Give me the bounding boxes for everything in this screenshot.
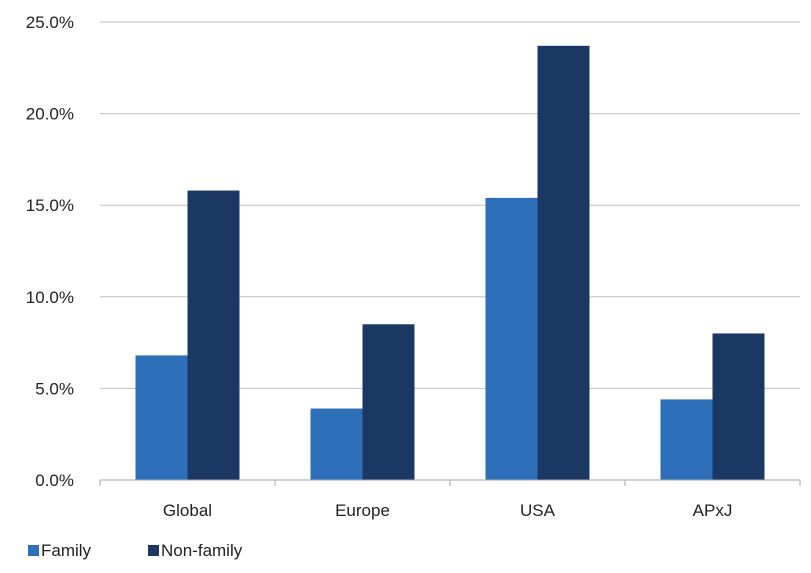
x-category-label: Europe bbox=[335, 501, 390, 520]
bar-non-family-apxj bbox=[712, 333, 765, 480]
bar-family-usa bbox=[485, 197, 538, 480]
legend-label: Family bbox=[41, 541, 92, 560]
y-tick-label: 25.0% bbox=[26, 13, 74, 32]
y-tick-label: 0.0% bbox=[35, 471, 74, 490]
x-category-labels: Global Europe USA APxJ bbox=[163, 501, 732, 520]
y-tick-label: 5.0% bbox=[35, 379, 74, 398]
bar-non-family-global bbox=[187, 190, 240, 480]
legend-swatch bbox=[148, 545, 159, 556]
x-category-label: APxJ bbox=[693, 501, 733, 520]
y-tick-label: 10.0% bbox=[26, 288, 74, 307]
x-category-label: USA bbox=[520, 501, 556, 520]
bar-family-apxj bbox=[660, 399, 713, 480]
bar-non-family-usa bbox=[537, 45, 590, 480]
y-tick-label: 15.0% bbox=[26, 196, 74, 215]
legend: Family Non-family bbox=[28, 541, 243, 560]
legend-label: Non-family bbox=[161, 541, 243, 560]
x-axis bbox=[99, 479, 801, 486]
bars bbox=[135, 45, 765, 480]
bar-family-global bbox=[135, 355, 188, 480]
y-tick-label: 20.0% bbox=[26, 105, 74, 124]
x-category-label: Global bbox=[163, 501, 212, 520]
legend-swatch bbox=[28, 545, 39, 556]
y-tick-labels: 0.0% 5.0% 10.0% 15.0% 20.0% 25.0% bbox=[26, 13, 74, 490]
bar-family-europe bbox=[310, 408, 363, 480]
bar-non-family-europe bbox=[362, 324, 415, 480]
